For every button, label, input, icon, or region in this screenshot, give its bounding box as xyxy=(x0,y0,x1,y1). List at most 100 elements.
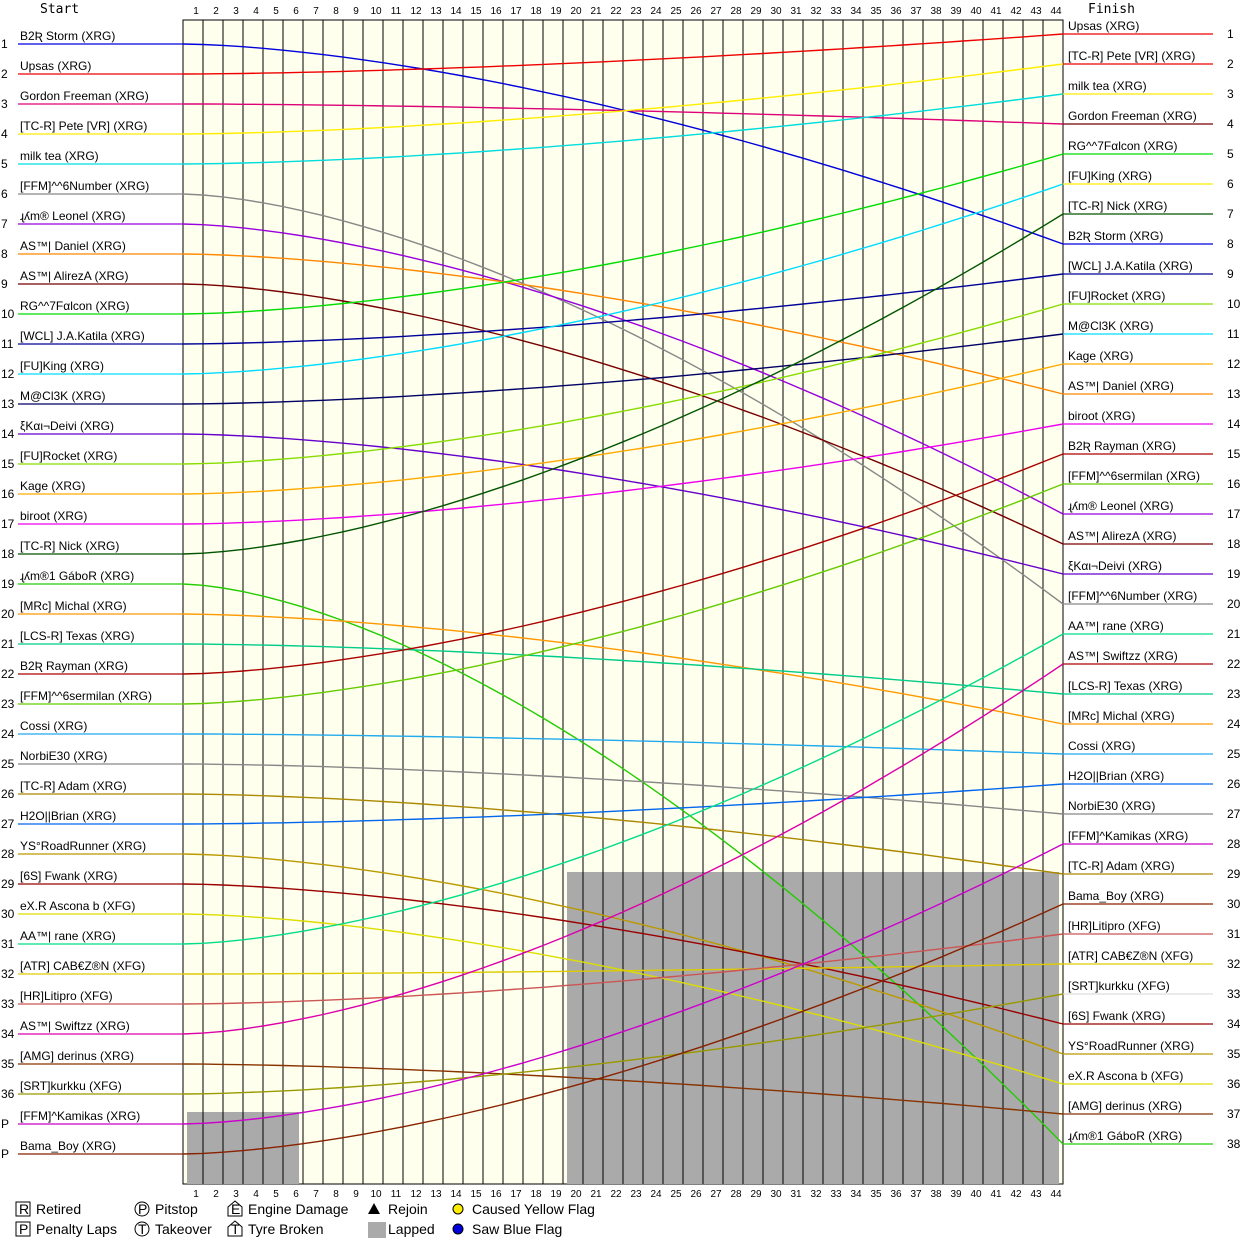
start-grid-labels: 1 B2Ʀ Storm (XRG) 2 Upsas (XRG) 3 Gordon Free… xyxy=(1,29,183,1161)
lap-number-bottom: 37 xyxy=(910,1189,922,1200)
lap-number-bottom: 42 xyxy=(1010,1189,1022,1200)
start-position-number: 8 xyxy=(1,247,8,261)
legend-item: Caused Yellow Flag xyxy=(452,1201,595,1217)
lap-number-top: 27 xyxy=(710,6,722,17)
finish-position-number: 9 xyxy=(1227,267,1234,281)
start-position-number: 14 xyxy=(1,427,15,441)
start-position-number: 22 xyxy=(1,667,15,681)
start-position-number: 30 xyxy=(1,907,15,921)
start-driver-name: RG^^7Fαlcon (XRG) xyxy=(20,299,130,313)
lap-number-top: 11 xyxy=(391,6,402,17)
start-driver-name: [FU]Rocket (XRG) xyxy=(20,449,117,463)
legend-label: Rejoin xyxy=(388,1201,428,1217)
legend-label: Retired xyxy=(36,1201,81,1217)
lap-number-bottom: 34 xyxy=(850,1189,862,1200)
lap-number-top: 7 xyxy=(313,6,319,17)
finish-position-number: 38 xyxy=(1227,1137,1241,1151)
start-position-number: 6 xyxy=(1,187,8,201)
driver-line xyxy=(182,363,1064,495)
lap-number-bottom: 10 xyxy=(370,1189,382,1200)
start-driver-name: Upsas (XRG) xyxy=(20,59,91,73)
lap-number-bottom: 22 xyxy=(610,1189,622,1200)
finish-position-number: 1 xyxy=(1227,27,1234,41)
driver-line xyxy=(182,763,1064,815)
legend: R Retired P Pitstop E Engine Damage Rejoin Caus… xyxy=(15,1200,595,1238)
finish-driver-name: [HR]Litipro (XFG) xyxy=(1068,919,1161,933)
finish-position-number: 24 xyxy=(1227,717,1241,731)
lap-number-bottom: 27 xyxy=(710,1189,722,1200)
lap-number-bottom: 19 xyxy=(550,1189,562,1200)
driver-line xyxy=(182,423,1064,525)
lap-number-bottom: 24 xyxy=(650,1189,662,1200)
legend-letter: T xyxy=(231,1221,240,1237)
finish-position-number: 26 xyxy=(1227,777,1241,791)
start-position-number: 35 xyxy=(1,1057,15,1071)
legend-blue-dot-icon xyxy=(452,1223,464,1235)
start-position-number: 20 xyxy=(1,607,15,621)
lap-number-top: 8 xyxy=(333,6,339,17)
driver-line xyxy=(182,853,1064,1055)
start-driver-name: [ATR] CAB€Z®N (XFG) xyxy=(20,959,145,973)
legend-box-icon xyxy=(15,1221,31,1237)
finish-driver-name: Kage (XRG) xyxy=(1068,349,1133,363)
lap-number-bottom: 1 xyxy=(193,1189,199,1200)
finish-position-number: 32 xyxy=(1227,957,1241,971)
lap-number-bottom: 30 xyxy=(770,1189,782,1200)
driver-line xyxy=(182,33,1064,75)
lap-numbers-top: 1 2 3 4 5 6 7 8 9 10 11 12 13 14 15 16 17 18 19 20 21 22 23 24 2… xyxy=(193,6,1062,17)
legend-label: Pitstop xyxy=(155,1201,198,1217)
lap-number-top: 24 xyxy=(650,6,662,17)
finish-driver-name: Gordon Freeman (XRG) xyxy=(1068,109,1197,123)
finish-position-number: 11 xyxy=(1227,327,1240,341)
lap-number-top: 3 xyxy=(233,6,239,17)
lap-number-top: 23 xyxy=(630,6,642,17)
lap-number-top: 13 xyxy=(430,6,442,17)
legend-yellow-dot-icon xyxy=(452,1203,464,1215)
legend-item: T Takeover xyxy=(134,1221,212,1237)
start-driver-name: [HR]Litipro (XFG) xyxy=(20,989,113,1003)
finish-position-number: 29 xyxy=(1227,867,1241,881)
lap-number-bottom: 15 xyxy=(470,1189,482,1200)
driver-line xyxy=(182,193,1064,605)
finish-driver-name: H2O||Brian (XRG) xyxy=(1068,769,1164,783)
lap-number-top: 35 xyxy=(870,6,882,17)
legend-label: Engine Damage xyxy=(248,1201,349,1217)
driver-line xyxy=(182,993,1064,1095)
finish-position-number: 17 xyxy=(1227,507,1241,521)
finish-driver-name: ɻʎm®1 GáboR (XRG) xyxy=(1068,1129,1182,1143)
lap-number-bottom: 39 xyxy=(950,1189,962,1200)
finish-position-number: 5 xyxy=(1227,147,1234,161)
start-position-number: 7 xyxy=(1,217,8,231)
lap-number-top: 15 xyxy=(470,6,482,17)
lap-number-bottom: 43 xyxy=(1030,1189,1042,1200)
start-driver-name: Cossi (XRG) xyxy=(20,719,87,733)
lap-number-bottom: 2 xyxy=(213,1189,219,1200)
legend-gray-box-icon xyxy=(368,1222,386,1238)
start-driver-name: [FFM]^Kamikas (XRG) xyxy=(20,1109,140,1123)
legend-label: Saw Blue Flag xyxy=(472,1221,562,1237)
finish-driver-name: [TC-R] Pete [VR] (XRG) xyxy=(1068,49,1195,63)
lap-number-top: 14 xyxy=(450,6,462,17)
driver-line xyxy=(182,1063,1064,1115)
lap-number-bottom: 40 xyxy=(970,1189,982,1200)
lap-number-top: 37 xyxy=(910,6,922,17)
legend-label: Caused Yellow Flag xyxy=(472,1201,595,1217)
finish-driver-name: Bama_Boy (XRG) xyxy=(1068,889,1164,903)
lap-number-top: 29 xyxy=(750,6,762,17)
legend-label: Penalty Laps xyxy=(36,1221,117,1237)
start-position-number: P xyxy=(1,1147,9,1161)
lap-number-top: 22 xyxy=(610,6,622,17)
start-driver-name: [TC-R] Adam (XRG) xyxy=(20,779,127,793)
lap-number-top: 38 xyxy=(930,6,942,17)
finish-driver-name: B2Ʀ Rayman (XRG) xyxy=(1068,439,1176,453)
lap-number-top: 6 xyxy=(293,6,299,17)
lap-number-bottom: 7 xyxy=(313,1189,319,1200)
start-position-number: 5 xyxy=(1,157,8,171)
start-position-number: 21 xyxy=(1,637,15,651)
start-position-number: 15 xyxy=(1,457,15,471)
lap-number-bottom: 12 xyxy=(410,1189,422,1200)
finish-position-number: 13 xyxy=(1227,387,1241,401)
finish-position-number: 34 xyxy=(1227,1017,1241,1031)
finish-driver-name: B2Ʀ Storm (XRG) xyxy=(1068,229,1163,243)
